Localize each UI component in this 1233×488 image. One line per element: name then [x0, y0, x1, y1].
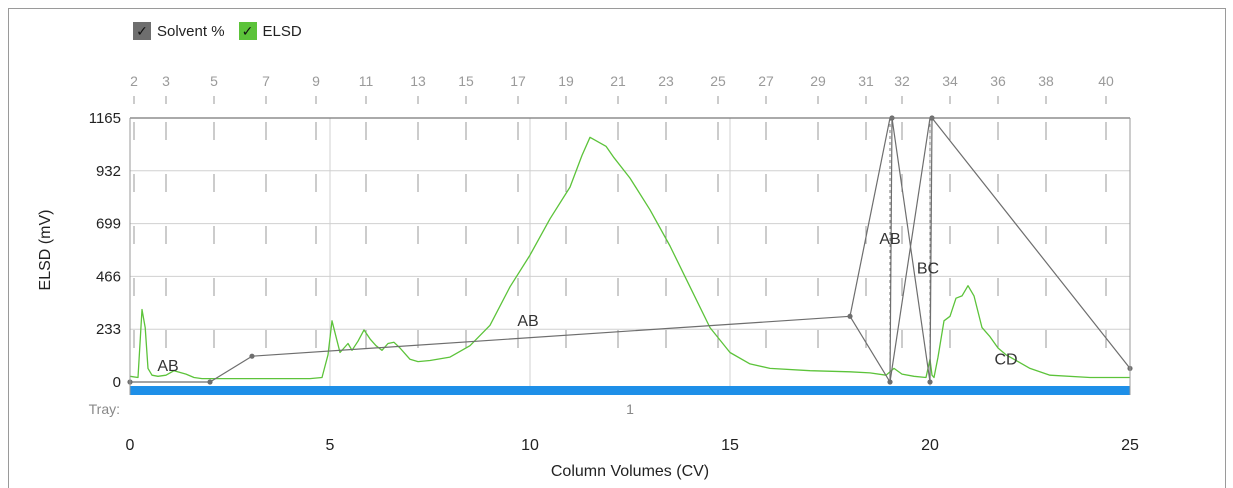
fraction-tick-label: 21 — [610, 73, 626, 89]
x-tick-label: 0 — [126, 437, 135, 454]
legend-item-solvent[interactable]: ✓ Solvent % — [133, 22, 225, 40]
fraction-tick-label: 23 — [658, 73, 674, 89]
fraction-tick-label: 9 — [312, 73, 320, 89]
y-tick-label: 1165 — [89, 110, 121, 127]
chart-panel — [8, 8, 1226, 488]
fraction-tick-label: 7 — [262, 73, 270, 89]
y-tick-label: 466 — [96, 268, 121, 285]
x-tick-label: 5 — [326, 437, 335, 454]
fraction-tick-label: 5 — [210, 73, 218, 89]
x-tick-label: 10 — [521, 437, 539, 454]
fraction-tick-label: 25 — [710, 73, 726, 89]
legend-item-elsd[interactable]: ✓ ELSD — [238, 22, 302, 40]
y-tick-label: 233 — [96, 321, 121, 338]
series — [127, 115, 1133, 385]
solvent-checkbox-icon[interactable]: ✓ — [133, 22, 151, 40]
elsd-series-line — [129, 136, 1130, 380]
fraction-tick-label: 29 — [810, 73, 826, 89]
segment-annotation: AB — [879, 231, 900, 248]
x-tick-label: 25 — [1121, 437, 1139, 454]
fraction-tick-label: 11 — [359, 73, 374, 89]
y-tick-label: 0 — [113, 374, 121, 391]
x-axis-title: Column Volumes (CV) — [551, 463, 709, 480]
solvent-gradient-line — [889, 117, 931, 383]
tray-label: Tray: — [89, 401, 120, 417]
fraction-tick-label: 19 — [558, 73, 574, 89]
solvent-point — [249, 353, 255, 359]
tray-bar — [130, 386, 1130, 395]
solvent-gradient-line — [849, 117, 891, 317]
fraction-tick-label: 13 — [410, 73, 426, 89]
solvent-point — [927, 379, 933, 385]
segment-annotation: AB — [157, 358, 178, 375]
fraction-tick-label: 40 — [1098, 73, 1114, 89]
fraction-tick-label: 27 — [758, 73, 774, 89]
fraction-tick-label: 17 — [510, 73, 526, 89]
fraction-tick-label: 36 — [990, 73, 1006, 89]
chart-legend: ✓ Solvent % ✓ ELSD — [133, 22, 302, 40]
annotations: AB AB AB BC CD — [157, 231, 1017, 375]
fraction-tick-label: 15 — [458, 73, 474, 89]
fraction-tick-label: 31 — [858, 73, 874, 89]
segment-annotation: BC — [917, 261, 939, 278]
fraction-tick-label: 3 — [162, 73, 170, 89]
fraction-tick-label: 34 — [942, 73, 958, 89]
fraction-tick-label: 2 — [130, 73, 138, 89]
y-tick-label: 699 — [96, 216, 121, 233]
fraction-tick-label: 32 — [894, 73, 910, 89]
x-tick-label: 15 — [721, 437, 739, 454]
y-axis-title: ELSD (mV) — [37, 210, 54, 291]
segment-annotation: CD — [994, 351, 1017, 368]
solvent-point — [207, 379, 213, 385]
legend-label-elsd: ELSD — [262, 22, 302, 40]
elsd-checkbox-icon[interactable]: ✓ — [238, 22, 257, 40]
plot-area — [130, 118, 1130, 382]
y-tick-label: 932 — [96, 163, 121, 180]
fraction-tick-label: 38 — [1038, 73, 1054, 89]
legend-label-solvent: Solvent % — [157, 22, 225, 40]
grid — [130, 117, 1130, 395]
x-tick-label: 20 — [921, 437, 939, 454]
segment-annotation: AB — [517, 313, 538, 330]
tray-number: 1 — [626, 401, 634, 417]
